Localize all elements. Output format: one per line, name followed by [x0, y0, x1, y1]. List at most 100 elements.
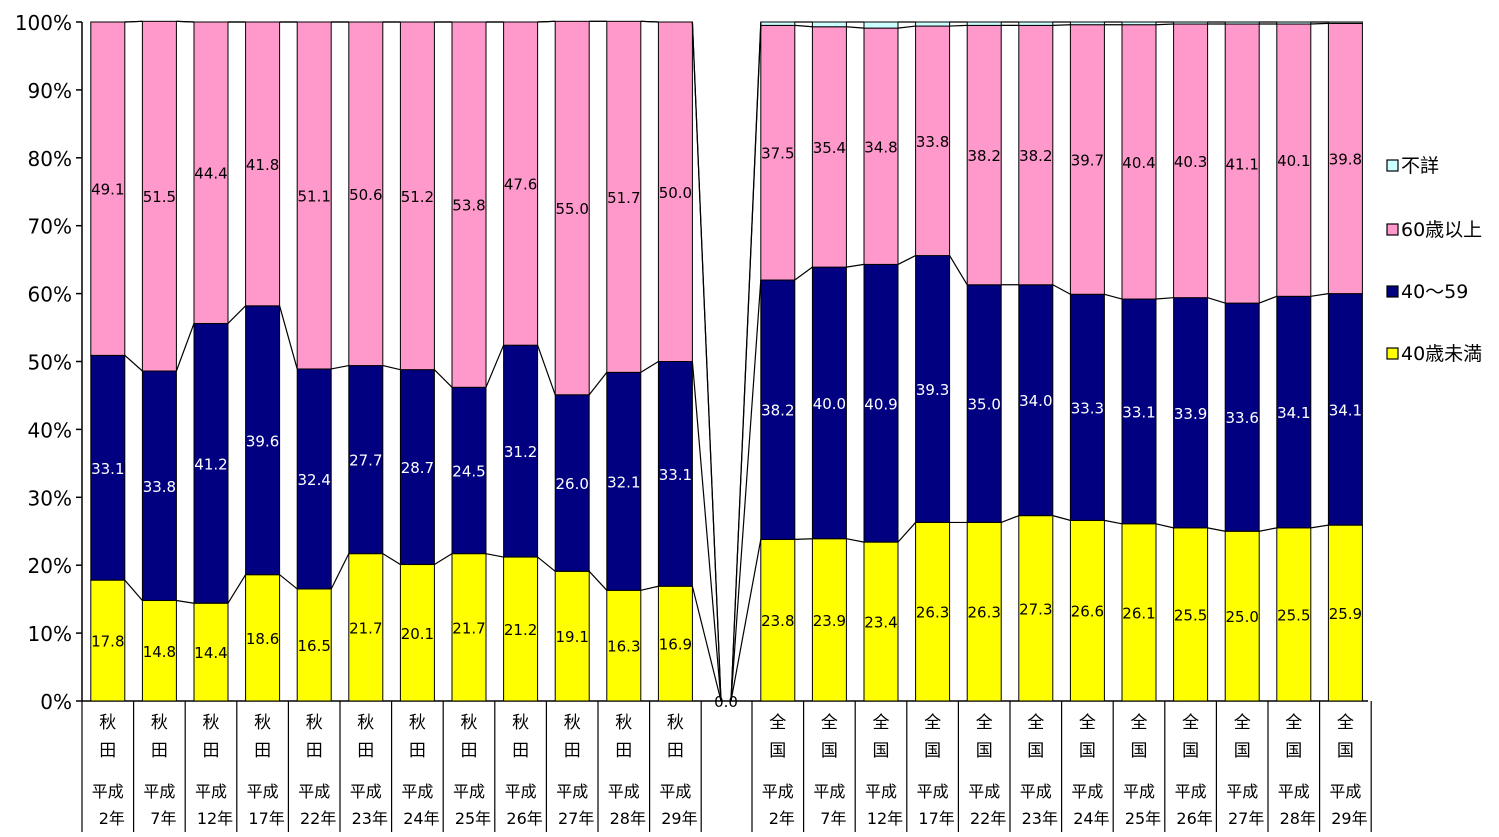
- category-year-label: 平成: [298, 782, 330, 801]
- data-label: 26.6: [1071, 603, 1104, 621]
- bar-segment-under40: [1173, 527, 1209, 702]
- data-label: 27.7: [349, 452, 382, 470]
- category-region-label: 秋: [151, 713, 168, 733]
- series-connector-line: [124, 20, 143, 23]
- category-region-label: 田: [99, 741, 116, 761]
- series-connector-line: [485, 553, 504, 558]
- bar-segment-under40: [193, 602, 229, 702]
- category-year-label: 平成: [1329, 782, 1361, 801]
- data-label: 33.6: [1225, 409, 1258, 427]
- category-year-label: 29年: [1331, 809, 1367, 828]
- bar-segment-40to59: [657, 361, 693, 587]
- bar-segment-40to59: [1069, 293, 1105, 521]
- bar-segment-under40: [503, 556, 539, 702]
- data-label: 24.5: [452, 462, 485, 480]
- bar-segment-unknown: [811, 21, 847, 28]
- bar-segment-under40: [90, 579, 126, 702]
- bar-segment-40to59: [606, 371, 642, 591]
- data-label: 16.3: [607, 638, 640, 656]
- data-label: 47.6: [504, 176, 537, 194]
- data-label: 51.5: [143, 188, 176, 206]
- bar-segment-40to59: [915, 255, 951, 523]
- connector-lines: [124, 20, 1329, 702]
- bar-segment-60plus: [193, 21, 229, 324]
- bar-segment-40to59: [554, 394, 590, 572]
- series-connector-line: [124, 579, 143, 601]
- bar-segment-unknown: [1173, 21, 1209, 25]
- bar-segment-under40: [399, 564, 435, 702]
- category-region-label: 全: [821, 713, 838, 733]
- category-region-label: 全: [873, 713, 890, 733]
- bar-segment-40to59: [1224, 302, 1260, 532]
- data-label: 35.0: [967, 396, 1000, 414]
- series-connector-line: [794, 266, 813, 281]
- y-tick-label: 70%: [28, 215, 72, 239]
- data-label: 33.9: [1174, 405, 1207, 423]
- series-connector-line: [1052, 24, 1071, 26]
- bar-segment-under40: [296, 588, 332, 702]
- data-label: 19.1: [555, 628, 588, 646]
- data-label: 33.1: [91, 460, 124, 478]
- series-connector-line: [691, 361, 722, 702]
- legend-label: 60歳以上: [1401, 219, 1482, 241]
- category-year-label: 平成: [350, 782, 382, 801]
- category-year-label: 平成: [453, 782, 485, 801]
- data-label: 21.2: [504, 621, 537, 639]
- bar-segment-40to59: [760, 279, 796, 540]
- bar-segment-under40: [915, 521, 951, 702]
- data-label: 33.8: [916, 133, 949, 151]
- data-label: 50.0: [659, 184, 692, 202]
- series-connector-line: [485, 344, 505, 388]
- y-tick-label: 30%: [28, 486, 72, 510]
- category-region-label: 秋: [99, 713, 116, 733]
- bar-segment-60plus: [90, 21, 126, 356]
- data-label: 39.7: [1071, 151, 1104, 169]
- data-label: 34.1: [1329, 401, 1362, 419]
- data-label: 21.7: [349, 619, 382, 637]
- category-region-label: 国: [1285, 741, 1302, 761]
- series-connector-line: [1052, 284, 1071, 295]
- data-label: 39.8: [1329, 150, 1362, 168]
- category-region-label: 全: [1182, 713, 1199, 733]
- category-region-label: 田: [306, 741, 323, 761]
- category-region-label: 全: [1337, 713, 1354, 733]
- data-label: 25.5: [1174, 606, 1207, 624]
- category-year-label: 平成: [556, 782, 588, 801]
- category-year-label: 25年: [1125, 809, 1161, 828]
- data-label: 44.4: [194, 165, 227, 183]
- series-connector-line: [1310, 22, 1329, 25]
- category-year-label: 28年: [610, 809, 646, 828]
- category-region-label: 国: [1131, 741, 1148, 761]
- bar-segment-60plus: [1173, 23, 1209, 299]
- bar-segment-under40: [657, 585, 693, 702]
- data-label: 35.4: [813, 139, 846, 157]
- category-region-label: 全: [1027, 713, 1044, 733]
- series-connector-line: [897, 25, 916, 29]
- bar-segment-60plus: [966, 24, 1002, 286]
- category-year-label: 27年: [558, 809, 594, 828]
- data-label: 28.7: [401, 459, 434, 477]
- bar-segment-unknown: [1018, 21, 1054, 26]
- category-year-label: 平成: [1020, 782, 1052, 801]
- series-connector-line: [330, 553, 350, 590]
- data-label: 38.2: [761, 402, 794, 420]
- data-label: 51.1: [297, 187, 330, 205]
- data-label: 25.0: [1225, 608, 1258, 626]
- y-tick-label: 100%: [15, 11, 72, 35]
- category-year-label: 22年: [970, 809, 1006, 828]
- bar-segment-under40: [1327, 524, 1363, 702]
- category-year-label: 24年: [1073, 809, 1109, 828]
- legend-label: 40歳未満: [1401, 343, 1482, 365]
- data-label: 34.0: [1019, 392, 1052, 410]
- category-region-label: 国: [873, 741, 890, 761]
- data-label: 41.1: [1225, 156, 1258, 174]
- data-label: 39.6: [246, 432, 279, 450]
- data-label: 32.4: [297, 471, 330, 489]
- bar-segment-40to59: [193, 322, 229, 604]
- bar-segment-60plus: [760, 24, 796, 281]
- category-year-label: 17年: [248, 809, 284, 828]
- data-label: 33.3: [1071, 399, 1104, 417]
- bar-segment-under40: [1224, 530, 1260, 702]
- category-region-label: 秋: [564, 713, 581, 733]
- series-connector-line: [433, 369, 453, 388]
